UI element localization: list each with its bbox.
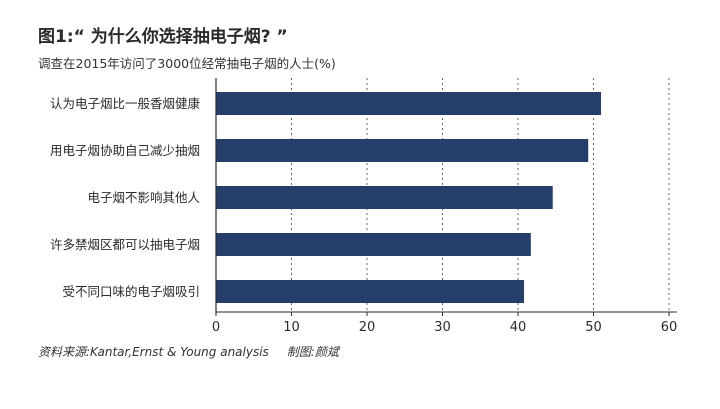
x-tick-label: 0 [212, 320, 220, 335]
bar [216, 280, 524, 303]
x-tick-label: 30 [434, 320, 451, 335]
footer: 资料来源:Kantar,Ernst & Young analysis 制图:颜斌 [38, 343, 339, 360]
bars [216, 92, 601, 303]
x-tick-label: 20 [359, 320, 376, 335]
category-label: 电子烟不影响其他人 [87, 190, 200, 205]
category-label: 许多禁烟区都可以抽电子烟 [50, 237, 200, 252]
x-tick-label: 60 [661, 320, 678, 335]
category-label: 受不同口味的电子烟吸引 [62, 284, 200, 299]
x-tick-label: 40 [510, 320, 527, 335]
category-labels: 认为电子烟比一般香烟健康用电子烟协助自己减少抽烟电子烟不影响其他人许多禁烟区都可… [50, 96, 201, 299]
bar [216, 186, 553, 209]
category-label: 用电子烟协助自己减少抽烟 [50, 143, 200, 158]
x-tick-label: 50 [585, 320, 602, 335]
bar [216, 139, 588, 162]
bar [216, 233, 531, 256]
category-label: 认为电子烟比一般香烟健康 [50, 96, 201, 111]
x-tick-label: 10 [283, 320, 300, 335]
source-note: 资料来源:Kantar,Ernst & Young analysis [38, 345, 269, 359]
bar [216, 92, 601, 115]
credit-note: 制图:颜斌 [287, 345, 339, 359]
